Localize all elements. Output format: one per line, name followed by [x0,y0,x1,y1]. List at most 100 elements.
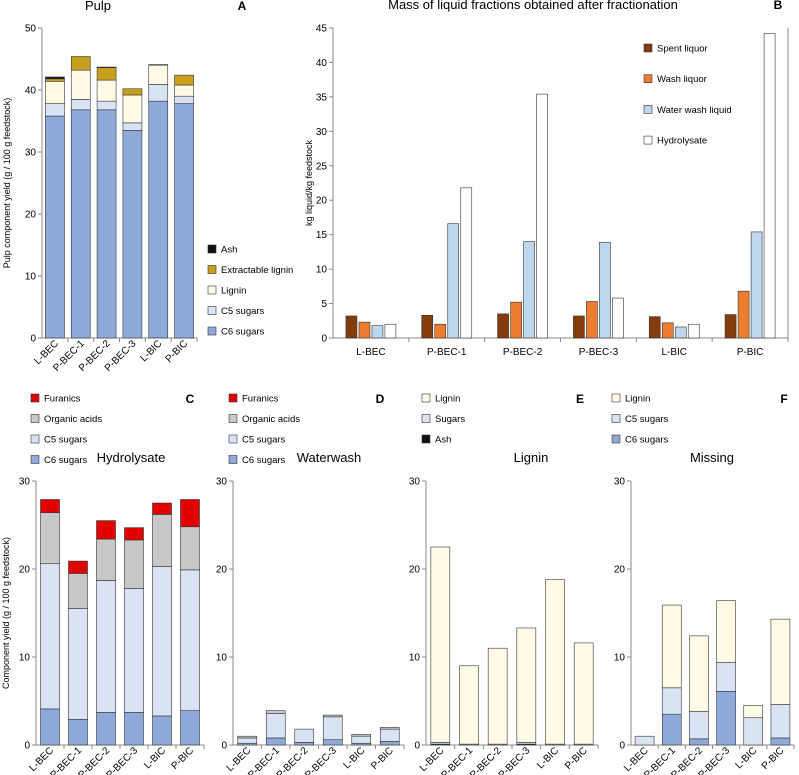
bar-water-wash-liquid [447,223,460,339]
bar-hydrolysate [687,323,700,339]
legend-label-lignin: Lignin [221,286,246,297]
legend-swatch-c5-sugars [30,434,40,444]
bar-lignin [122,94,143,124]
bar-wash-liquor [358,321,371,339]
legend-label-lignin: Lignin [625,394,650,405]
x-tick-label: P-BIC [737,347,764,358]
bar-c5-sugars [351,735,372,744]
x-tick-label: P-BEC-3 [303,745,339,775]
chart-d: WaterwashD0102030L-BECP-BEC-1P-BEC-2P-BE… [216,392,405,775]
panel-letter: A [238,0,247,13]
x-tick-label: P-BIC [760,745,787,772]
bar-c5-sugars [237,737,258,744]
panel-letter: E [576,392,584,406]
bar-c5-sugars [661,687,682,715]
y-tick-label: 20 [25,210,37,221]
x-tick-label: P-BEC-2 [503,347,543,358]
legend-label-extractable-lignin: Extractable lignin [221,265,293,276]
y-axis-label: Component yield (g / 100 g feedstock) [1,537,11,689]
bar-spent-liquor [648,316,661,339]
bar-lignin [516,627,537,743]
x-tick-label: P-BEC-3 [104,745,140,775]
bar-hydrolysate [763,33,776,339]
panel-letter: B [774,0,783,12]
chart-b: Mass of liquid fractions obtained after … [304,0,789,358]
bar-organic-acids [68,573,88,609]
legend-swatch-wash-liquor [643,74,653,83]
y-tick-label: 15 [316,230,328,241]
chart-title: Missing [690,450,734,465]
legend-label-c5-sugars: C5 sugars [44,435,88,446]
chart-f: MissingF0102030L-BECP-BEC-1P-BEC-2P-BEC-… [611,392,795,775]
bar-c5-sugars [68,608,88,720]
y-tick-label: 20 [216,565,228,576]
bar-c5-sugars [40,563,60,710]
bar-organic-acids [96,538,116,581]
bar-c6-sugars [770,737,791,746]
chart-title: Lignin [514,450,549,465]
legend-label-spent-liquor: Spent liquor [657,44,708,55]
legend-label-c6-sugars: C6 sugars [44,455,88,466]
bar-c5-sugars [152,566,172,717]
bar-wash-liquor [510,301,522,339]
bar-spent-liquor [345,315,358,339]
y-axis-label: Pulp component yield (g / 100 g feedstoc… [2,98,12,269]
legend: Lignin Sugars Ash [421,394,465,446]
bar-organic-acids [351,734,372,737]
bar-lignin [545,579,565,745]
bar-furanics [152,502,172,515]
bar-lignin [45,81,65,104]
x-tick-label: L-BIC [661,347,687,358]
x-tick-label: P-BEC-3 [497,745,533,775]
bar-lignin [743,705,764,719]
bar-c6-sugars [148,100,169,339]
bar-organic-acids [180,526,200,571]
chart-e: LigninE0102030L-BECP-BEC-1P-BEC-2P-BEC-3… [409,392,599,775]
bar-c5-sugars [322,716,343,741]
y-tick-label: 30 [316,127,328,138]
legend-swatch-c6-sugars [611,434,621,444]
legend-swatch-furanics [228,393,238,403]
legend-swatch-organic-acids [30,414,40,423]
x-tick-label: P-BIC [563,745,590,772]
x-tick-label: L-BIC [734,745,760,771]
bar-c6-sugars [180,710,200,746]
y-tick-label: 0 [24,741,30,752]
bar-spent-liquor [724,314,737,339]
bar-lignin [770,618,791,705]
bar-ash [148,64,169,66]
x-tick-label: P-BIC [369,745,396,772]
bar-organic-acids [265,710,286,714]
legend-swatch-water-wash-liquid [643,105,653,114]
y-tick-label: 40 [25,86,37,97]
panel-letter: D [376,392,385,406]
y-tick-label: 50 [25,24,37,35]
y-tick-label: 0 [414,741,420,752]
bar-furanics [124,527,144,541]
bar-c5-sugars [180,569,200,711]
legend-swatch-spent-liquor [643,43,653,53]
bar-extractable-lignin [122,88,143,96]
x-tick-label: L-BEC [356,347,385,358]
y-tick-label: 30 [409,477,421,488]
bar-water-wash-liquid [750,231,763,339]
legend-swatch-extractable-lignin [207,265,217,274]
x-tick-label: L-BIC [535,745,561,771]
bar-organic-acids [124,539,144,589]
legend-label-ash: Ash [435,435,451,446]
y-tick-label: 30 [19,477,31,488]
y-tick-label: 10 [25,272,37,283]
x-tick-label: P-BEC-3 [579,347,619,358]
bar-c6-sugars [40,708,60,746]
panel-letter: C [186,392,195,406]
bar-furanics [180,499,200,528]
bar-c5-sugars [634,735,655,746]
bar-water-wash-liquid [674,326,687,339]
bar-lignin [487,647,508,745]
bar-water-wash-liquid [523,241,535,339]
bar-lignin [716,600,736,663]
bar-organic-acids [379,727,400,730]
bar-c6-sugars [294,742,315,746]
y-tick-label: 10 [614,653,626,664]
bar-furanics [40,499,60,513]
